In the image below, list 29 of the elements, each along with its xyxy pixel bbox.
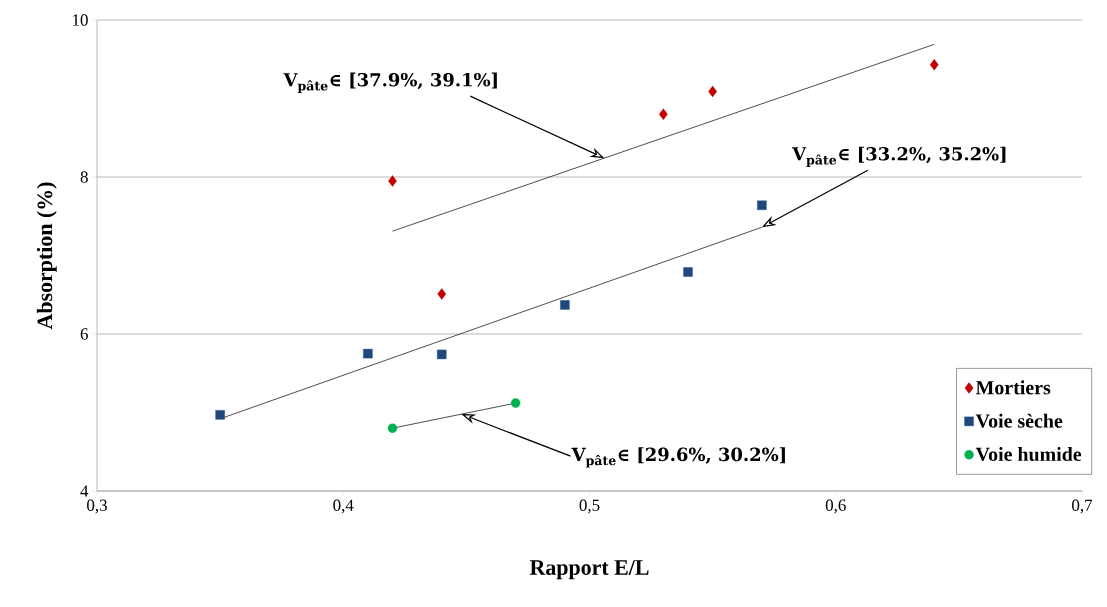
annotation: V$_{pâte}$∈ [29.6%, 30.2%]: [571, 447, 785, 468]
y-tick-label: 6: [80, 328, 88, 340]
point: [659, 108, 668, 120]
point: [437, 349, 447, 360]
y-tick-label: 4: [80, 485, 89, 497]
point: [363, 348, 373, 359]
x-axis-title: Rapport E/L: [529, 560, 649, 580]
x-tick-label: 0,7: [1072, 499, 1093, 514]
x-tick-label: 0,5: [579, 499, 600, 514]
point: [437, 288, 447, 300]
x-tick-label: 0,4: [333, 499, 354, 514]
annotation: V$_{pâte}$∈ [37.9%, 39.1%]: [283, 72, 497, 93]
point: [929, 59, 939, 71]
annotation: V$_{pâte}$∈ [33.2%, 35.2%]: [792, 146, 1006, 168]
point: [215, 410, 225, 420]
point: [683, 267, 693, 277]
point: [388, 175, 397, 187]
y-tick-label: 8: [80, 171, 88, 183]
x-tick-label: 0,3: [87, 499, 107, 514]
x-tick-label: 0,6: [825, 499, 846, 514]
y-axis-title: Absorption (%): [36, 182, 57, 330]
point: [560, 300, 570, 310]
legend-label: Voie humide: [975, 447, 1082, 462]
point: [757, 200, 767, 210]
y-tick-label: 10: [73, 14, 88, 26]
point: [510, 398, 521, 408]
legend-label: Mortiers: [975, 380, 1051, 395]
point: [387, 423, 398, 433]
legend-label: Voie sèche: [975, 413, 1063, 428]
